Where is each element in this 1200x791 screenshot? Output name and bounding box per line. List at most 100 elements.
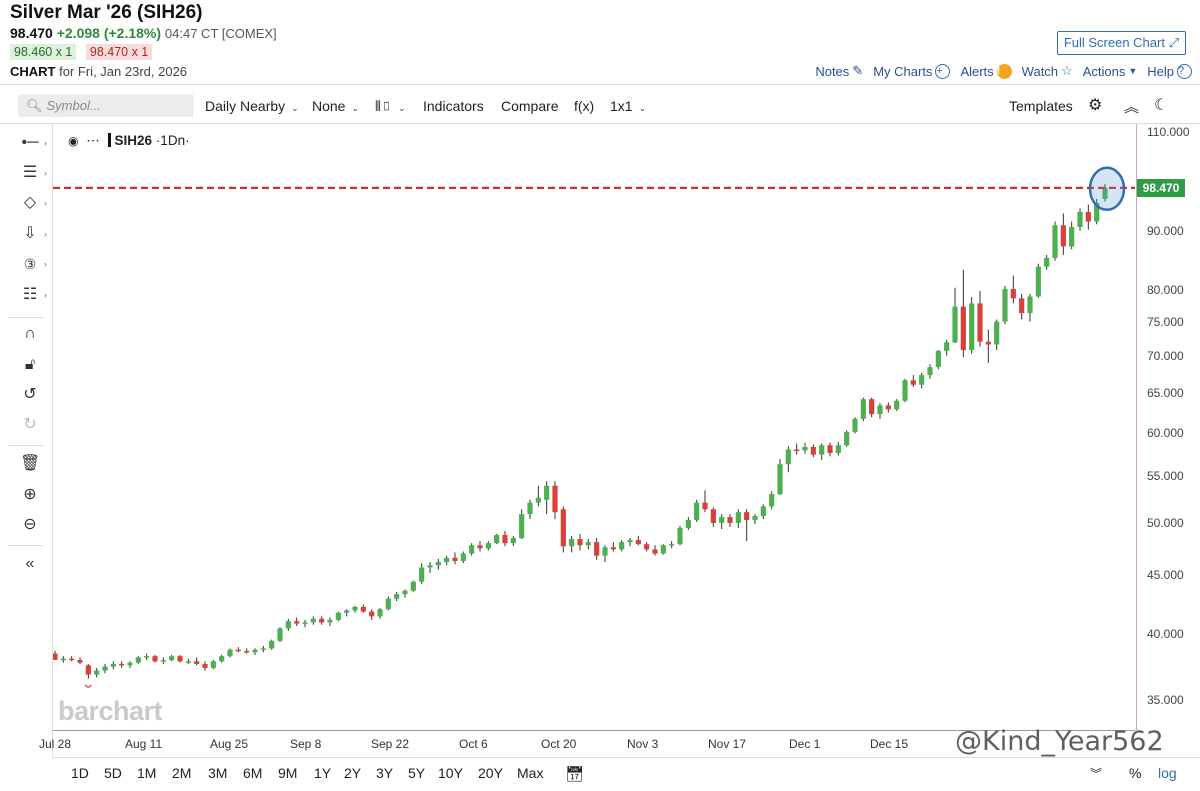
candle-down[interactable] [702, 502, 708, 510]
candle-up[interactable] [127, 662, 133, 666]
dark-mode-moon-icon[interactable]: ☾ [1154, 97, 1169, 114]
candle-up[interactable] [327, 619, 333, 623]
candle-up[interactable] [102, 666, 108, 671]
candle-up[interactable] [94, 670, 100, 675]
candle-up[interactable] [952, 306, 958, 343]
candle-down[interactable] [244, 650, 250, 653]
candle-down[interactable] [77, 660, 83, 663]
candle-up[interactable] [694, 502, 700, 520]
candle-down[interactable] [119, 663, 125, 666]
candle-up[interactable] [844, 431, 850, 446]
candle-down[interactable] [827, 445, 833, 453]
templates-button[interactable]: Templates [1009, 98, 1073, 114]
none-dropdown[interactable]: None ⌄ [312, 98, 359, 114]
candle-up[interactable] [1035, 266, 1041, 297]
candle-down[interactable] [977, 303, 983, 342]
candle-up[interactable] [377, 609, 383, 617]
candle-up[interactable] [402, 590, 408, 595]
candle-down[interactable] [152, 656, 158, 662]
settings-gear-icon[interactable]: ⚙ [1088, 97, 1103, 114]
candle-up[interactable] [135, 657, 141, 663]
candle-up[interactable] [1027, 296, 1033, 314]
candle-up[interactable] [419, 567, 425, 582]
candle-down[interactable] [202, 663, 208, 668]
candle-down[interactable] [885, 405, 891, 410]
candle-up[interactable] [944, 342, 950, 351]
candle-up[interactable] [510, 538, 516, 544]
range-button-6m[interactable]: 6M [243, 765, 263, 781]
fib-tool-icon[interactable]: ☰ › [22, 164, 47, 181]
candle-up[interactable] [602, 547, 608, 556]
collapse-sidebar-icon[interactable]: « [25, 555, 35, 572]
candle-down[interactable] [85, 665, 91, 675]
candle-down[interactable] [644, 544, 650, 550]
candle-up[interactable] [527, 502, 533, 515]
range-button-3y[interactable]: 3Y [376, 765, 394, 781]
candle-up[interactable] [344, 610, 350, 613]
range-button-9m[interactable]: 9M [278, 765, 298, 781]
candle-down[interactable] [360, 606, 366, 612]
candle-up[interactable] [802, 446, 808, 451]
range-button-2y[interactable]: 2Y [344, 765, 362, 781]
unlock-icon[interactable]: 🔓︎ [24, 356, 36, 373]
candle-up[interactable] [385, 598, 391, 610]
candle-up[interactable] [252, 649, 258, 653]
candle-up[interactable] [585, 542, 591, 546]
candle-down[interactable] [53, 653, 58, 661]
candle-up[interactable] [227, 649, 233, 657]
candle-down[interactable] [502, 534, 508, 544]
candle-down[interactable] [177, 656, 183, 662]
candle-up[interactable] [352, 606, 358, 611]
candle-up[interactable] [660, 545, 666, 554]
collapse-chevrons-icon[interactable]: ︽ [1124, 99, 1140, 116]
candle-up[interactable] [1069, 226, 1075, 247]
candle-down[interactable] [727, 517, 733, 523]
line-tool-icon[interactable]: •─ › [21, 134, 47, 151]
my-charts-button[interactable]: My Charts + [873, 63, 951, 79]
candle-up[interactable] [485, 543, 491, 549]
range-button-5y[interactable]: 5Y [408, 765, 426, 781]
candle-up[interactable] [860, 399, 866, 419]
candle-up[interactable] [677, 527, 683, 545]
candle-up[interactable] [535, 497, 541, 503]
candle-up[interactable] [260, 648, 266, 650]
candle-up[interactable] [969, 303, 975, 351]
range-button-2m[interactable]: 2M [172, 765, 192, 781]
candle-down[interactable] [610, 547, 616, 550]
candle-down[interactable] [235, 649, 241, 652]
candle-up[interactable] [460, 553, 466, 561]
price-chart[interactable] [53, 124, 1135, 730]
calendar-icon[interactable]: 📅︎ [565, 766, 585, 783]
range-button-3m[interactable]: 3M [208, 765, 228, 781]
candle-down[interactable] [477, 545, 483, 549]
log-toggle[interactable]: log [1158, 765, 1177, 781]
candle-down[interactable] [794, 449, 800, 451]
candle-up[interactable] [927, 367, 933, 376]
candle-up[interactable] [669, 544, 675, 546]
candle-down[interactable] [594, 542, 600, 556]
candle-up[interactable] [1002, 289, 1008, 322]
zoom-in-icon[interactable]: ⊕ [23, 486, 37, 503]
candle-up[interactable] [394, 594, 400, 599]
candle-up[interactable] [902, 380, 908, 401]
candle-up[interactable] [185, 661, 191, 663]
actions-menu-button[interactable]: Actions ▼ [1083, 64, 1138, 79]
daily-nearby-dropdown[interactable]: Daily Nearby ⌄ [205, 98, 299, 114]
candle-up[interactable] [919, 375, 925, 385]
candle-up[interactable] [835, 445, 841, 453]
candle-up[interactable] [110, 663, 116, 667]
candle-down[interactable] [369, 611, 375, 617]
price-axis[interactable]: 110.000 90.000 80.000 75.000 70.000 65.000 60.… [1136, 124, 1200, 730]
candle-down[interactable] [869, 399, 875, 415]
shape-tool-icon[interactable]: ◇ › [23, 194, 47, 211]
candle-up[interactable] [427, 565, 433, 568]
full-screen-chart-button[interactable]: Full Screen Chart ⤢ [1056, 31, 1186, 55]
candle-down[interactable] [652, 549, 658, 554]
eye-icon[interactable]: ◉ [68, 134, 79, 148]
scroll-down-chevrons-icon[interactable]: ︾ [1090, 767, 1103, 781]
more-icon[interactable]: ⋯ [86, 133, 100, 148]
candle-up[interactable] [210, 661, 216, 668]
indicators-button[interactable]: Indicators [423, 98, 484, 114]
candle-up[interactable] [719, 517, 725, 523]
candle-down[interactable] [1085, 211, 1091, 222]
